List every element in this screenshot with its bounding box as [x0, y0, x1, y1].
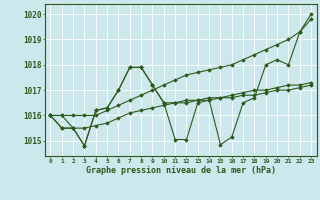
- X-axis label: Graphe pression niveau de la mer (hPa): Graphe pression niveau de la mer (hPa): [86, 166, 276, 175]
